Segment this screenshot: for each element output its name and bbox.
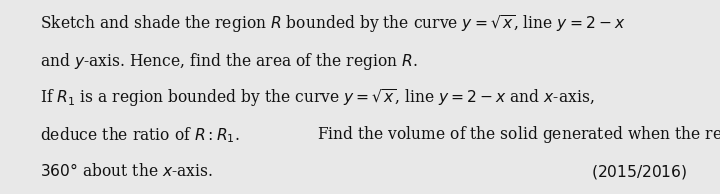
Text: and $y$-axis. Hence, find the area of the region $R$.: and $y$-axis. Hence, find the area of th… (40, 51, 418, 72)
Text: Find the volume of the solid generated when the region $R$ is rotated through: Find the volume of the solid generated w… (317, 124, 720, 145)
Text: Sketch and shade the region $R$ bounded by the curve $y = \sqrt{x}$, line $y = 2: Sketch and shade the region $R$ bounded … (40, 13, 625, 35)
Text: $(2015/2016)$: $(2015/2016)$ (591, 163, 688, 181)
Text: If $R_1$ is a region bounded by the curve $y = \sqrt{x}$, line $y = 2 - x$ and $: If $R_1$ is a region bounded by the curv… (40, 87, 594, 109)
Text: $360°$ about the $x$-axis.: $360°$ about the $x$-axis. (40, 163, 212, 180)
Text: deduce the ratio of $R: R_1$.: deduce the ratio of $R: R_1$. (40, 125, 240, 145)
